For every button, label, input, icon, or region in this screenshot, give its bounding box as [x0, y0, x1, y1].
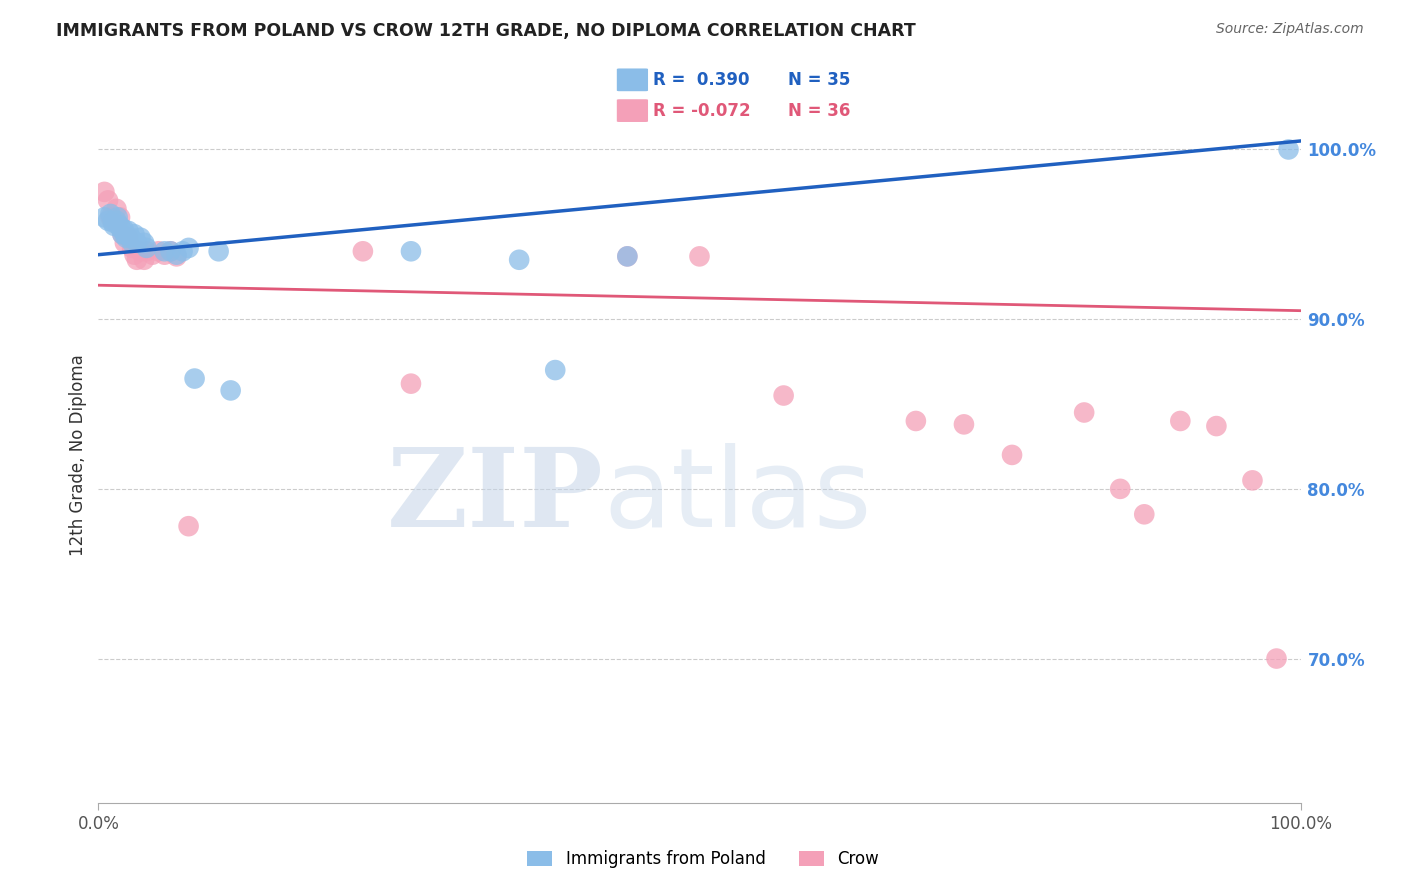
- Point: [689, 249, 711, 263]
- Point: [159, 244, 181, 259]
- Point: [1133, 508, 1156, 522]
- Point: [159, 244, 181, 259]
- Point: [1109, 482, 1132, 496]
- Point: [93, 211, 115, 225]
- Point: [125, 252, 148, 267]
- Point: [120, 230, 142, 244]
- Point: [135, 241, 157, 255]
- Text: R =  0.390: R = 0.390: [654, 70, 749, 89]
- Point: [97, 213, 120, 227]
- Point: [129, 230, 152, 244]
- Point: [108, 219, 131, 233]
- Point: [1265, 651, 1288, 665]
- Point: [115, 230, 138, 244]
- Text: atlas: atlas: [603, 443, 872, 550]
- Point: [121, 235, 143, 250]
- Point: [117, 224, 139, 238]
- Point: [1277, 143, 1299, 157]
- Point: [125, 235, 148, 250]
- Point: [399, 376, 422, 391]
- Point: [114, 235, 136, 250]
- Text: N = 35: N = 35: [789, 70, 851, 89]
- Point: [1241, 474, 1264, 488]
- Point: [1170, 414, 1192, 428]
- Point: [208, 244, 231, 259]
- Point: [616, 249, 638, 263]
- Point: [121, 241, 143, 255]
- Point: [93, 185, 115, 199]
- Point: [183, 371, 205, 385]
- Point: [352, 244, 374, 259]
- Point: [105, 213, 128, 227]
- Point: [141, 248, 163, 262]
- Point: [101, 215, 124, 229]
- Point: [108, 219, 131, 233]
- Point: [132, 252, 155, 267]
- Point: [166, 248, 188, 262]
- Point: [544, 363, 567, 377]
- FancyBboxPatch shape: [617, 69, 648, 91]
- Point: [153, 244, 176, 259]
- Point: [100, 211, 122, 225]
- Point: [105, 202, 128, 216]
- Point: [1205, 419, 1227, 434]
- FancyBboxPatch shape: [617, 99, 648, 122]
- Point: [124, 248, 146, 262]
- Point: [110, 222, 132, 236]
- Point: [114, 227, 136, 242]
- Point: [108, 211, 131, 225]
- Point: [1073, 405, 1095, 419]
- Point: [124, 227, 146, 242]
- Point: [103, 219, 125, 233]
- Text: ZIP: ZIP: [387, 443, 603, 550]
- Point: [953, 417, 976, 432]
- Point: [153, 248, 176, 262]
- Point: [111, 227, 134, 242]
- Text: IMMIGRANTS FROM POLAND VS CROW 12TH GRADE, NO DIPLOMA CORRELATION CHART: IMMIGRANTS FROM POLAND VS CROW 12TH GRAD…: [56, 22, 915, 40]
- Point: [100, 207, 122, 221]
- Point: [904, 414, 927, 428]
- Point: [177, 519, 200, 533]
- Point: [132, 235, 155, 250]
- Point: [101, 213, 124, 227]
- Point: [107, 211, 129, 225]
- Point: [616, 249, 638, 263]
- Point: [135, 244, 157, 259]
- Point: [112, 222, 135, 236]
- Y-axis label: 12th Grade, No Diploma: 12th Grade, No Diploma: [69, 354, 87, 556]
- Point: [148, 244, 170, 259]
- Point: [117, 230, 139, 244]
- Point: [111, 227, 134, 242]
- Text: N = 36: N = 36: [789, 102, 851, 120]
- Point: [219, 384, 242, 398]
- Point: [129, 244, 152, 259]
- Point: [399, 244, 422, 259]
- Point: [97, 194, 120, 208]
- Point: [177, 241, 200, 255]
- Text: R = -0.072: R = -0.072: [654, 102, 751, 120]
- Text: Source: ZipAtlas.com: Source: ZipAtlas.com: [1216, 22, 1364, 37]
- Legend: Immigrants from Poland, Crow: Immigrants from Poland, Crow: [520, 844, 886, 875]
- Point: [166, 249, 188, 263]
- Point: [1001, 448, 1024, 462]
- Point: [172, 244, 194, 259]
- Point: [508, 252, 530, 267]
- Point: [772, 388, 794, 402]
